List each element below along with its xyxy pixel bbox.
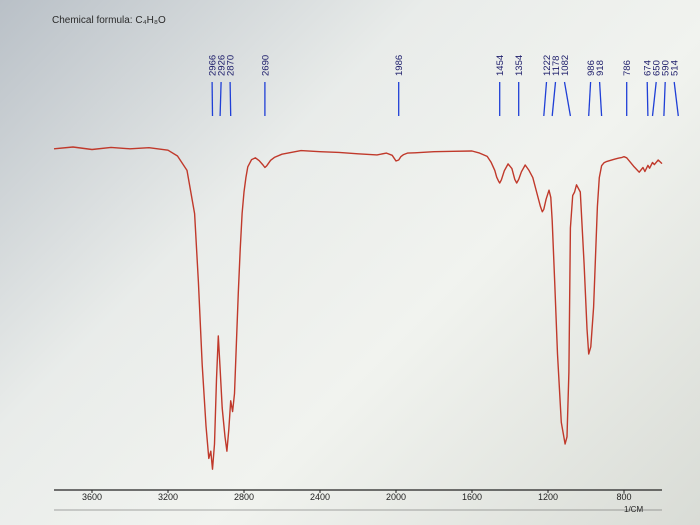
x-tick-label: 3200 [158, 492, 178, 502]
peak-label: 590 [661, 60, 672, 76]
peak-label: 918 [595, 60, 606, 76]
peak-marker [646, 81, 649, 117]
peak-label: 650 [652, 60, 663, 76]
x-tick-group: 3600 3200 2800 2400 2000 1600 1200 800 [82, 490, 632, 502]
peak-label: 2966 [208, 55, 219, 76]
peak-label: 674 [643, 60, 654, 76]
peak-label: 1178 [551, 56, 562, 76]
peak-label: 1986 [394, 55, 405, 76]
x-tick-label: 2800 [234, 492, 254, 502]
peak-label: 986 [586, 60, 597, 76]
x-tick-label: 800 [616, 492, 631, 502]
peak-label: 2690 [260, 55, 271, 76]
peak-marker [588, 81, 592, 117]
peak-marker [543, 81, 548, 117]
peak-label: 1222 [542, 55, 553, 76]
x-tick-label: 2000 [386, 492, 406, 502]
peak-label: 2926 [217, 55, 228, 76]
x-axis-unit-label: 1/CM [624, 505, 643, 514]
peak-label: 1454 [495, 55, 506, 76]
x-tick-label: 1200 [538, 492, 558, 502]
peak-label: 786 [622, 60, 633, 76]
peak-label: 514 [670, 60, 681, 76]
peak-marker [598, 81, 603, 117]
peak-marker [229, 81, 232, 117]
peak-marker [651, 81, 657, 117]
spectrum-trace [53, 146, 663, 470]
peak-label: 1082 [560, 55, 571, 76]
peak-marker [673, 81, 679, 117]
x-tick-label: 1600 [462, 492, 482, 502]
x-tick-label: 3600 [82, 492, 102, 502]
peak-label: 2870 [226, 55, 237, 76]
peak-marker [663, 81, 666, 117]
peak-label: 1354 [514, 55, 525, 76]
peak-marker [551, 81, 557, 117]
peak-marker [219, 81, 222, 117]
x-tick-label: 2400 [310, 492, 330, 502]
chemical-formula: Chemical formula: C₄H₈O [52, 15, 166, 26]
peak-marker [563, 81, 572, 117]
